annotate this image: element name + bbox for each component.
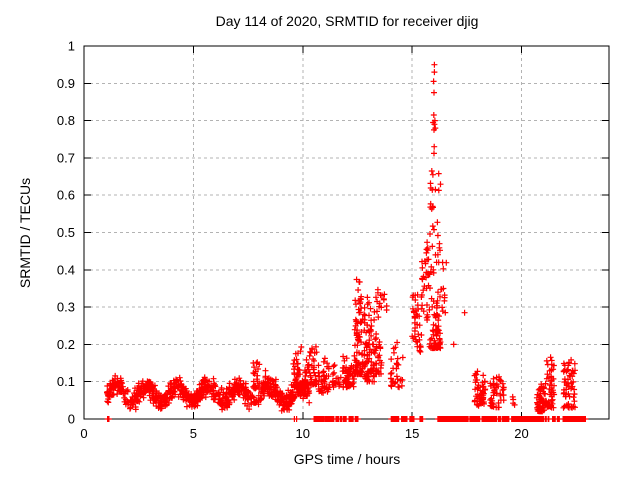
y-tick-label: 0.3 bbox=[57, 300, 75, 315]
y-tick-label: 0 bbox=[68, 412, 75, 427]
y-tick-label: 1 bbox=[68, 39, 75, 54]
x-tick-label: 15 bbox=[405, 426, 419, 441]
y-tick-label: 0.1 bbox=[57, 374, 75, 389]
y-tick-label: 0.9 bbox=[57, 76, 75, 91]
y-tick-label: 0.7 bbox=[57, 150, 75, 165]
chart-title: Day 114 of 2020, SRMTID for receiver dji… bbox=[216, 13, 479, 29]
y-tick-label: 0.2 bbox=[57, 337, 75, 352]
x-tick-label: 0 bbox=[80, 426, 87, 441]
grid-lines bbox=[84, 46, 609, 419]
y-axis-label: SRMTID / TECUs bbox=[17, 178, 33, 288]
y-tick-label: 0.6 bbox=[57, 188, 75, 203]
x-axis-label: GPS time / hours bbox=[294, 451, 401, 467]
y-tick-label: 0.8 bbox=[57, 113, 75, 128]
y-tick-label: 0.5 bbox=[57, 225, 75, 240]
x-tick-label: 20 bbox=[514, 426, 528, 441]
scatter-points bbox=[104, 61, 589, 422]
x-tick-label: 5 bbox=[190, 426, 197, 441]
y-tick-label: 0.4 bbox=[57, 262, 75, 277]
x-tick-label: 10 bbox=[296, 426, 310, 441]
tick-labels: 0 5 10 15 20 0 0.1 0.2 0.3 0.4 0.5 0.6 0.7 0.8 0.9 1 bbox=[57, 39, 529, 442]
